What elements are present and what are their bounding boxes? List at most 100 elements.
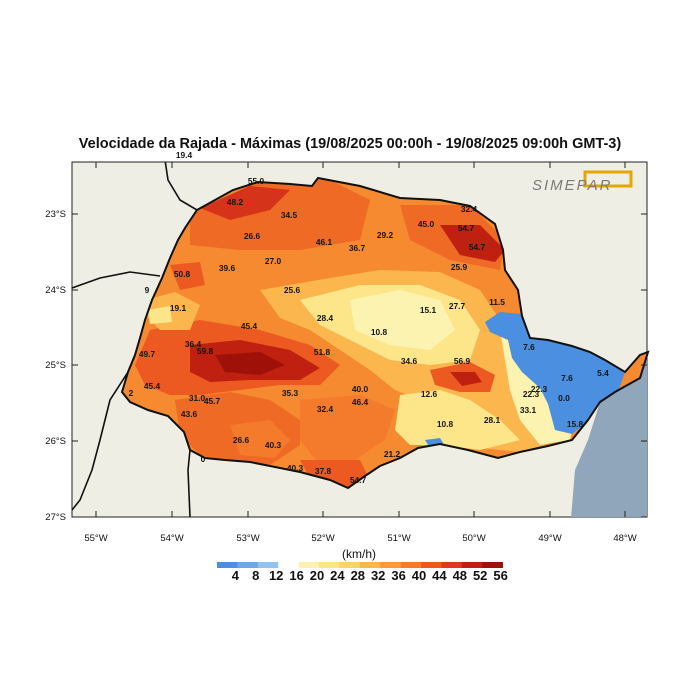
station-value: 50.8: [174, 269, 191, 279]
colorbar-tick-label: 44: [432, 568, 447, 583]
station-value: 11.5: [489, 297, 505, 307]
station-value: 19.4: [176, 150, 193, 160]
station-value: 45.4: [144, 381, 161, 391]
colorbar-tick-label: 32: [371, 568, 385, 583]
station-value: 36.4: [185, 339, 202, 349]
lat-label: 27°S: [45, 512, 66, 523]
colorbar-tick-label: 40: [412, 568, 426, 583]
station-value: 54.7: [469, 242, 486, 252]
station-value: 43.6: [181, 409, 198, 419]
neighbor-borders: [72, 162, 198, 517]
ocean-area: [571, 355, 647, 517]
colorbar-tick-label: 24: [330, 568, 345, 583]
station-value: 22.3: [531, 384, 548, 394]
colorbar-tick-label: 8: [252, 568, 259, 583]
map-title: Velocidade da Rajada - Máximas (19/08/20…: [78, 136, 622, 152]
station-value: 59.8: [197, 346, 214, 356]
colorbar-segment: [257, 562, 279, 568]
colorbar-segment: [339, 562, 361, 568]
station-value: 46.1: [316, 237, 333, 247]
colorbar-segment: [400, 562, 422, 568]
station-value: 0.0: [558, 393, 570, 403]
colorbar-tick-label: 12: [269, 568, 283, 583]
station-value: 40.3: [287, 463, 304, 473]
colorbar-tick-label: 36: [391, 568, 405, 583]
colorbar-segment: [461, 562, 483, 568]
colorbar-tick-label: 16: [289, 568, 303, 583]
lon-label: 49°W: [538, 533, 561, 544]
station-value: 33.1: [520, 405, 537, 415]
station-value: 54.7: [458, 223, 475, 233]
station-value: 56.9: [454, 356, 471, 366]
colorbar-tick-label: 20: [310, 568, 324, 583]
station-value: 10.8: [437, 419, 454, 429]
station-value: 32.4: [317, 404, 334, 414]
station-value: 48.2: [227, 197, 244, 207]
station-value: 31.0: [189, 393, 206, 403]
station-value: 45.4: [241, 321, 258, 331]
station-value: 28.1: [484, 415, 501, 425]
station-value: 55.0: [248, 176, 265, 186]
station-value: 37.8: [315, 466, 332, 476]
colorbar-segment: [482, 562, 503, 568]
colorbar-unit: (km/h): [342, 547, 376, 561]
lon-label: 55°W: [84, 533, 107, 544]
station-value: 2: [129, 388, 134, 398]
lon-label: 52°W: [311, 533, 334, 544]
station-value: 5.4: [597, 368, 609, 378]
station-value: 7.6: [561, 373, 573, 383]
colorbar: [217, 562, 503, 568]
colorbar-segment: [319, 562, 340, 568]
colorbar-labels: 4 8 12 16 20 24 28 32 36 40 44 48 52 56: [232, 568, 508, 583]
station-value: 34.5: [281, 210, 298, 220]
station-value: 45.0: [418, 219, 435, 229]
station-value: 19.1: [170, 303, 187, 313]
station-value: 7.6: [523, 342, 535, 352]
station-value: 39.6: [219, 263, 236, 273]
lat-label: 23°S: [45, 209, 66, 220]
lon-label: 51°W: [387, 533, 410, 544]
colorbar-segment: [359, 562, 381, 568]
lat-axis: 23°S 24°S 25°S 26°S 27°S: [45, 209, 647, 523]
station-value: 54.7: [350, 475, 367, 485]
station-value: 22.3: [523, 389, 540, 399]
colorbar-tick-label: 52: [473, 568, 487, 583]
lon-label: 53°W: [236, 533, 259, 544]
colorbar-segment: [380, 562, 401, 568]
station-value: 0: [201, 454, 206, 464]
station-value: 12.6: [421, 389, 438, 399]
station-value: 49.7: [139, 349, 156, 359]
station-value: 25.9: [451, 262, 468, 272]
station-value: 15.8: [567, 419, 584, 429]
lat-label: 25°S: [45, 360, 66, 371]
station-value: 15.1: [420, 305, 437, 315]
station-value: 40.3: [265, 440, 282, 450]
station-value: 40.0: [352, 384, 369, 394]
colorbar-segment: [421, 562, 442, 568]
station-value: 9: [145, 285, 150, 295]
lon-label: 54°W: [160, 533, 183, 544]
colorbar-tick-label: 48: [453, 568, 467, 583]
station-value: 26.6: [244, 231, 261, 241]
station-value: 27.0: [265, 256, 282, 266]
colorbar-tick-label: 56: [493, 568, 507, 583]
station-value: 10.8: [371, 327, 388, 337]
station-value: 51.8: [314, 347, 331, 357]
colorbar-segment: [441, 562, 463, 568]
lon-label: 50°W: [462, 533, 485, 544]
lon-label: 48°W: [613, 533, 636, 544]
state-border: [120, 176, 650, 490]
colorbar-segment: [217, 562, 238, 568]
station-value: 26.6: [233, 435, 250, 445]
station-value: 27.7: [449, 301, 466, 311]
station-value: 25.6: [284, 285, 301, 295]
station-value: 46.4: [352, 397, 369, 407]
colorbar-segment: [298, 562, 320, 568]
station-value: 21.2: [384, 449, 401, 459]
colorbar-segment: [278, 562, 299, 568]
station-value: 29.2: [377, 230, 394, 240]
station-value: 34.6: [401, 356, 418, 366]
simepar-logo: SIMEPAR: [532, 170, 633, 194]
colorbar-tick-label: 28: [351, 568, 365, 583]
